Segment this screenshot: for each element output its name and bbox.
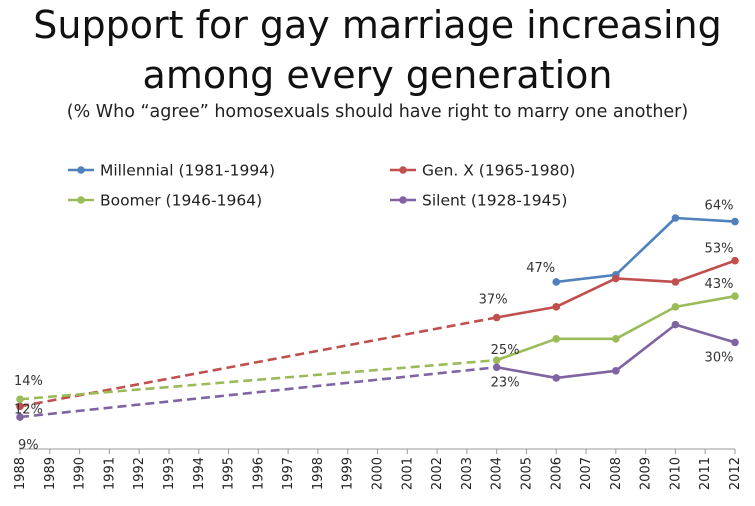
data-point [16,402,24,411]
data-point [492,363,501,372]
chart-title-line-1: Support for gay marriage increasing [33,3,722,47]
series-line-segment [674,259,737,284]
series-line-segment [674,323,737,344]
legend-swatch-marker [399,166,407,174]
data-label: 64% [705,199,734,214]
x-tick-label: 2011 [698,457,713,490]
series-line-segment [495,337,558,362]
x-tick-label: 1999 [341,457,356,490]
series-line-segment [614,216,677,277]
data-label: 47% [526,261,555,276]
x-tick-label: 1995 [222,457,237,490]
data-label: 9% [18,438,39,453]
x-tick-label: 1992 [132,457,147,490]
x-tick-label: 2010 [668,457,683,490]
legend-label: Millennial (1981-1994) [100,162,275,180]
data-point [552,335,561,343]
data-label: 43% [705,277,734,292]
x-tick-label: 1998 [311,457,326,490]
x-tick-label: 1993 [162,457,177,490]
data-label: 23% [491,375,520,390]
data-point [16,395,24,404]
data-point [492,356,501,364]
data-label: 25% [491,343,520,358]
legend-swatch-marker [77,166,85,174]
x-tick-label: 1990 [73,457,88,490]
x-tick-label: 2001 [400,457,415,490]
x-tick-label: 2003 [460,457,475,490]
data-point [552,374,561,382]
series-line-segment [19,358,497,401]
data-point [671,320,680,329]
data-point [612,335,620,343]
data-point [731,256,739,265]
series-line-segment [495,305,558,319]
data-point [552,303,561,311]
data-label: 30% [705,350,734,365]
legend-label: Silent (1928-1945) [422,192,567,210]
x-tick-label: 2009 [639,457,654,490]
data-point [16,413,24,421]
x-tick-label: 2006 [549,457,564,490]
data-point [731,292,739,300]
series-line-segment [614,277,677,284]
x-tick-label: 1994 [192,457,207,490]
x-tick-label: 2002 [430,457,445,490]
series-line-segment [19,316,497,408]
x-tick-label: 1991 [102,457,117,490]
data-point [731,338,739,347]
data-point [671,303,680,311]
x-tick-label: 2007 [579,457,594,490]
series-line-segment [554,273,618,284]
x-tick-label: 2004 [490,457,505,490]
data-point [492,313,501,322]
data-label: 14% [14,374,43,389]
series-line-segment [674,216,737,223]
legend-swatch-marker [399,196,407,204]
x-tick-label: 1996 [251,457,266,490]
x-tick-label: 2008 [609,457,624,490]
data-point [612,367,620,375]
legend-swatch-marker [77,196,85,204]
x-tick-label: 2012 [728,457,743,490]
data-point [671,278,680,286]
data-point [671,214,680,222]
x-tick-label: 1988 [13,457,28,490]
x-tick-label: 1989 [43,457,58,490]
x-tick-label: 1997 [281,457,296,490]
series-line-segment [614,305,677,341]
series-line-segment [554,369,618,380]
x-tick-label: 2000 [371,457,386,490]
legend-label: Gen. X (1965-1980) [422,162,575,180]
data-point [552,278,561,286]
data-label: 12% [14,402,43,417]
chart-subtitle: (% Who “agree” homosexuals should have r… [66,102,689,122]
series-line-segment [19,365,497,419]
x-tick-label: 2005 [519,457,534,490]
series-line-segment [554,277,618,309]
legend-label: Boomer (1946-1964) [100,192,262,210]
series-line-segment [614,323,677,373]
chart-title-line-2: among every generation [142,53,613,97]
data-point [731,217,739,226]
series-line-segment [674,294,737,309]
data-label: 53% [705,242,734,257]
data-label: 37% [479,293,508,308]
data-point [612,274,620,283]
series-line-segment [495,365,558,380]
